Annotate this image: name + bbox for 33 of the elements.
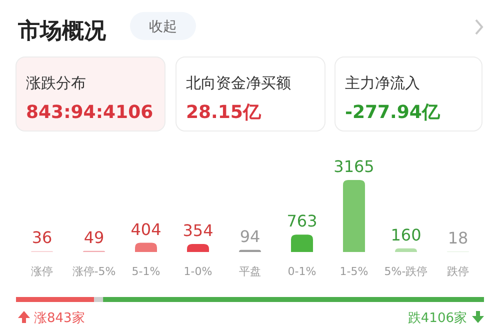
text: 28.15亿 xyxy=(186,102,262,123)
text: 主力净流入 xyxy=(345,74,420,92)
data-label: 36 xyxy=(32,228,52,248)
text: 北向资金净买额 xyxy=(186,74,291,92)
data-label: 763 xyxy=(286,212,318,231)
x-tick-label: 1-5% xyxy=(340,265,368,278)
text: 843:94:4106 xyxy=(26,102,154,123)
x-tick-label: 平盘 xyxy=(239,265,261,278)
x-tick-label: 涨停-5% xyxy=(72,265,116,278)
text: 收起 xyxy=(149,19,177,35)
data-label: 160 xyxy=(390,225,422,244)
text: -277.94亿 xyxy=(345,102,441,123)
x-tick-label: 1-0% xyxy=(184,265,212,278)
data-label: 404 xyxy=(130,220,162,239)
x-tick-label: 0-1% xyxy=(288,265,316,278)
x-tick-label: 跌停 xyxy=(447,265,469,278)
text: 涨跌分布 xyxy=(26,74,86,92)
data-label: 3165 xyxy=(334,157,374,176)
data-label: 18 xyxy=(448,228,468,248)
x-tick-label: 5%-跌停 xyxy=(384,265,428,278)
text: 市场概况 xyxy=(17,18,107,44)
text: 涨843家 xyxy=(34,310,85,326)
x-tick-label: 涨停 xyxy=(31,265,53,278)
data-label: 94 xyxy=(240,226,260,246)
data-label: 49 xyxy=(84,228,104,247)
x-tick-label: 5-1% xyxy=(132,265,160,278)
bar xyxy=(291,234,313,252)
bar xyxy=(135,242,157,252)
text: 跌4106家 xyxy=(408,310,467,326)
bar xyxy=(395,248,417,252)
bar xyxy=(187,244,209,252)
data-label: 354 xyxy=(182,220,214,240)
bar xyxy=(343,180,365,252)
